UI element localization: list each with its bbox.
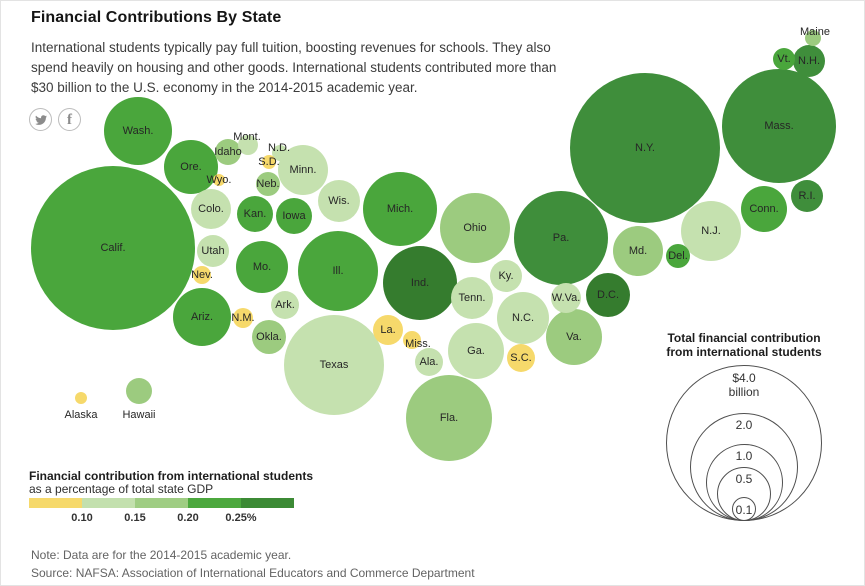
state-bubble-ga[interactable] <box>448 323 504 379</box>
state-bubble-maine[interactable] <box>805 30 821 46</box>
state-bubble-calif[interactable] <box>31 166 195 330</box>
state-bubble-dc[interactable] <box>586 273 630 317</box>
description-line-2: spend heavily on housing and other goods… <box>31 60 557 75</box>
state-bubble-nev[interactable] <box>193 266 211 284</box>
state-bubble-mont[interactable] <box>238 135 258 155</box>
color-legend-title: Financial contribution from internationa… <box>29 469 314 483</box>
state-bubble-md[interactable] <box>613 226 663 276</box>
color-legend-subtitle: as a percentage of total state GDP <box>29 482 214 496</box>
state-bubble-vt[interactable] <box>773 48 795 70</box>
state-bubble-la[interactable] <box>373 315 403 345</box>
state-bubble-ark[interactable] <box>271 291 299 319</box>
state-bubble-ny[interactable] <box>570 73 720 223</box>
state-bubble-nh[interactable] <box>793 45 825 77</box>
state-bubble-nj[interactable] <box>681 201 741 261</box>
color-legend-tick-010: 0.10 <box>71 512 93 524</box>
state-bubble-va[interactable] <box>546 309 602 365</box>
page-title: Financial Contributions By State <box>31 9 282 26</box>
description-line-1: International students typically pay ful… <box>31 40 551 55</box>
state-bubble-ri[interactable] <box>791 180 823 212</box>
source-credit: Source: NAFSA: Association of Internatio… <box>31 566 475 580</box>
state-bubble-miss[interactable] <box>403 331 421 349</box>
state-bubble-tenn[interactable] <box>451 277 493 319</box>
state-bubble-nm[interactable] <box>233 308 253 328</box>
color-legend-segment-5 <box>241 498 294 508</box>
color-legend-segment-1 <box>29 498 82 508</box>
state-bubble-wis[interactable] <box>318 180 360 222</box>
state-label-alaska: Alaska <box>64 409 98 421</box>
twitter-share-button[interactable] <box>29 108 52 131</box>
color-legend-segment-2 <box>82 498 135 508</box>
state-bubble-wash[interactable] <box>104 97 172 165</box>
state-bubble-conn[interactable] <box>741 186 787 232</box>
state-bubble-pa[interactable] <box>514 191 608 285</box>
state-bubble-mass[interactable] <box>722 69 836 183</box>
state-bubble-sc[interactable] <box>507 344 535 372</box>
footnote: Note: Data are for the 2014-2015 academi… <box>31 548 292 562</box>
state-bubble-del[interactable] <box>666 244 690 268</box>
state-bubble-idaho[interactable] <box>215 139 241 165</box>
state-bubble-fla[interactable] <box>406 375 492 461</box>
state-bubble-texas[interactable] <box>284 315 384 415</box>
state-bubble-ala[interactable] <box>415 348 443 376</box>
state-bubble-hawaii[interactable] <box>126 378 152 404</box>
color-legend-tick-020: 0.20 <box>177 512 199 524</box>
state-bubble-colo[interactable] <box>191 189 231 229</box>
color-legend-segment-4 <box>188 498 241 508</box>
state-bubble-nc[interactable] <box>497 292 549 344</box>
state-bubble-ky[interactable] <box>490 260 522 292</box>
color-legend-tick-015: 0.15 <box>124 512 146 524</box>
state-bubble-mich[interactable] <box>363 172 437 246</box>
state-bubble-alaska[interactable] <box>75 392 87 404</box>
state-bubble-iowa[interactable] <box>276 198 312 234</box>
facebook-icon: f <box>67 111 72 128</box>
twitter-icon <box>35 115 47 125</box>
color-legend-ticks: 0.10 0.15 0.20 0.25% <box>29 512 294 526</box>
state-bubble-wyo[interactable] <box>213 174 225 186</box>
state-bubble-nd[interactable] <box>272 145 288 161</box>
state-bubble-kan[interactable] <box>237 196 273 232</box>
state-bubble-ill[interactable] <box>298 231 378 311</box>
state-bubble-utah[interactable] <box>197 235 229 267</box>
color-legend-segment-3 <box>135 498 188 508</box>
state-bubble-sd[interactable] <box>262 155 276 169</box>
state-bubble-mo[interactable] <box>236 241 288 293</box>
facebook-share-button[interactable]: f <box>58 108 81 131</box>
state-bubble-ind[interactable] <box>383 246 457 320</box>
color-legend-bar <box>29 498 294 508</box>
state-bubble-ore[interactable] <box>164 140 218 194</box>
state-bubble-okla[interactable] <box>252 320 286 354</box>
state-bubble-ohio[interactable] <box>440 193 510 263</box>
description: International students typically pay ful… <box>31 38 556 98</box>
color-legend-tick-025: 0.25% <box>225 512 257 524</box>
state-bubble-wva[interactable] <box>551 283 581 313</box>
share-buttons: f <box>29 108 81 131</box>
description-line-3: $30 billion to the U.S. economy in the 2… <box>31 80 418 95</box>
state-label-hawaii: Hawaii <box>122 409 156 421</box>
state-bubble-ariz[interactable] <box>173 288 231 346</box>
state-bubble-neb[interactable] <box>256 172 280 196</box>
